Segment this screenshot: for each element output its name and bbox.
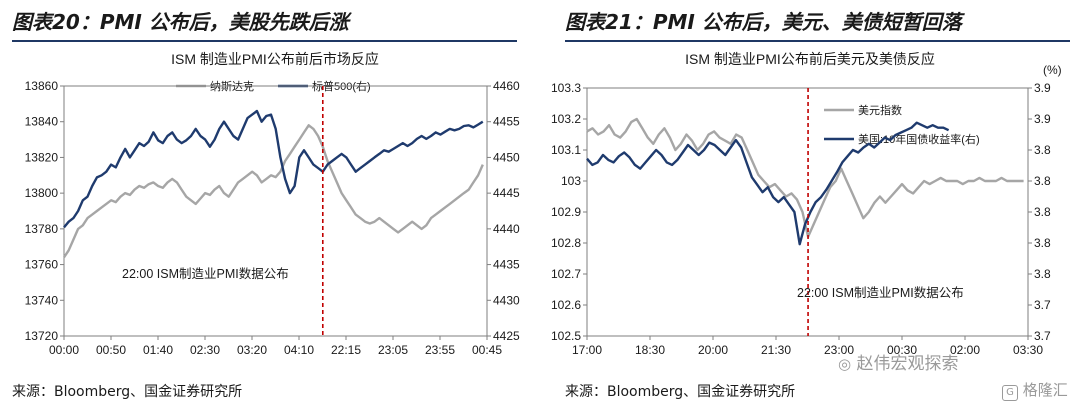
series-line-1 [62,124,484,259]
event-annotation: 22:00 ISM制造业PMI数据公布 [797,285,964,300]
figure-title-right: 图表21：PMI 公布后，美元、美债短暂回落 [565,10,962,34]
y-left-tick-label: 13820 [25,150,59,164]
y-left-tick-label: 13720 [25,329,59,343]
y-right-tick-label: 4425 [493,329,520,343]
y-right-tick-label: 3.9 [1034,81,1051,95]
x-tick-label: 00:00 [49,343,79,357]
y-right-tick-label: 3.8 [1034,143,1051,157]
watermark-brand-text: 赵伟宏观探索 [856,354,959,374]
y-right-tick-label: 3.7 [1034,298,1051,312]
watermark-brand: ◎ 赵伟宏观探索 [838,349,959,374]
y-left-tick-label: 102.9 [551,205,581,219]
y-right-tick-label: 3.8 [1034,174,1051,188]
x-tick-label: 04:10 [284,343,314,357]
y-left-tick-label: 13840 [25,115,59,129]
x-tick-label: 03:20 [237,343,267,357]
y-left-tick-label: 103.1 [551,143,581,157]
x-tick-label: 21:30 [761,343,791,357]
y-right-tick-label: 4430 [493,293,520,307]
x-tick-label: 23:00 [824,343,854,357]
x-tick-label: 23:55 [425,343,455,357]
y-right-tick-label: 4460 [493,79,520,93]
y-left-tick-label: 103.3 [551,81,581,95]
plot-frame [63,85,488,337]
y-right-tick-label: 3.8 [1034,205,1051,219]
x-tick-label: 02:30 [190,343,220,357]
legend-label: 美元指数 [858,103,902,117]
y-right-tick-label: 4450 [493,150,520,164]
x-tick-label: 17:00 [572,343,602,357]
y-left-tick-label: 102.8 [551,236,581,250]
chart-title: ISM 制造业PMI公布前后美元及美债反应 [685,51,935,67]
x-tick-label: 00:30 [887,343,917,357]
chart-right: ISM 制造业PMI公布前后美元及美债反应 (%) 美元指数美国:10年国债收益… [551,51,1062,357]
x-tick-label: 20:00 [698,343,728,357]
x-tick-label: 18:30 [635,343,665,357]
legend-label: 美国:10年国债收益率(右) [858,132,980,146]
y-left-tick-label: 13780 [25,222,59,236]
x-tick-label: 01:40 [143,343,173,357]
chart-left: ISM 制造业PMI公布前后市场反应 纳斯达克 标普500(右) 13720137… [25,51,520,357]
y-left-tick-label: 103.2 [551,112,581,126]
y-left-tick-label: 102.6 [551,298,581,312]
y-left-tick-label: 13760 [25,258,59,272]
y-right-tick-label: 3.8 [1034,236,1051,250]
series-line-2 [586,121,950,246]
watermark-logo: G 格隆汇 [1002,379,1068,401]
figure-title-left: 图表20：PMI 公布后，美股先跌后涨 [12,10,349,34]
source-left: 来源：Bloomberg、国金证券研究所 [12,384,243,400]
y-right-tick-label: 3.9 [1034,112,1051,126]
y-left-tick-label: 13860 [25,79,59,93]
y-right-tick-label: 3.7 [1034,329,1051,343]
x-tick-label: 23:05 [378,343,408,357]
right-axis-unit: (%) [1043,63,1062,77]
title-rule-left [12,40,517,42]
y-left-tick-label: 102.5 [551,329,581,343]
y-left-tick-label: 102.7 [551,267,581,281]
series-line-2 [63,109,484,229]
title-rule-right [565,40,1070,42]
x-tick-label: 02:00 [950,343,980,357]
event-annotation: 22:00 ISM制造业PMI数据公布 [122,266,289,281]
y-right-tick-label: 4440 [493,222,520,236]
x-tick-label: 00:45 [472,343,502,357]
logo-icon: G [1002,385,1018,401]
chart-title: ISM 制造业PMI公布前后市场反应 [171,51,379,67]
y-left-tick-label: 103 [561,174,581,188]
wechat-icon: ◎ [838,355,852,373]
source-right: 来源：Bloomberg、国金证券研究所 [565,384,796,400]
y-right-tick-label: 4445 [493,186,520,200]
watermark-logo-text: 格隆汇 [1022,381,1068,399]
x-tick-label: 22:15 [331,343,361,357]
y-left-tick-label: 13800 [25,186,59,200]
y-left-tick-label: 13740 [25,293,59,307]
x-tick-label: 00:50 [96,343,126,357]
y-right-tick-label: 3.8 [1034,267,1051,281]
y-right-tick-label: 4455 [493,115,520,129]
x-tick-label: 03:30 [1013,343,1043,357]
y-right-tick-label: 4435 [493,258,520,272]
